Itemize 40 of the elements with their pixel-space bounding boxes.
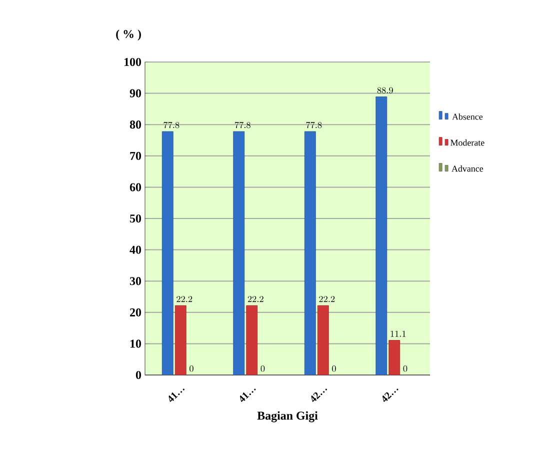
y-tick-label: 40 (130, 246, 142, 254)
bar (388, 340, 400, 375)
x-tick-label: 41… (168, 388, 184, 402)
bar (304, 131, 316, 375)
y-tick-label: 10 (130, 340, 142, 348)
bar (376, 96, 388, 375)
data-label: 77.8 (306, 122, 322, 128)
y-tick-label: 30 (130, 277, 142, 286)
data-label: 0 (260, 366, 265, 372)
y-tick-label: 20 (130, 308, 142, 316)
x-tick-label: 42… (311, 388, 327, 402)
data-label: 88.9 (377, 87, 393, 94)
y-tick-label: 50 (130, 214, 142, 223)
x-axis-title: Bagian Gigi (257, 411, 318, 422)
x-tick-label: 41… (240, 388, 256, 402)
bar (246, 305, 258, 375)
data-label: 0 (403, 366, 408, 372)
y-tick-label: 0 (136, 370, 142, 380)
bar (233, 131, 245, 375)
data-label: 0 (190, 366, 194, 372)
y-tick-label: 90 (130, 89, 142, 98)
data-label: 77.8 (234, 122, 250, 128)
data-label: 11 . 1 (390, 330, 406, 337)
y-tick-label: 60 (130, 183, 142, 192)
legend-label: Advance (452, 165, 484, 172)
y-tick-label: 80 (130, 120, 142, 129)
data-label: 22.2 (319, 296, 335, 302)
data-label: 0 (332, 366, 336, 372)
y-tick-label: 70 (130, 152, 142, 160)
y-tick-label: 100 (124, 58, 142, 66)
legend-label: Moderate (450, 139, 484, 146)
x-tick-label: 42… (382, 388, 398, 402)
bar (317, 305, 329, 375)
data-label: 77.8 (164, 122, 180, 128)
bar (174, 305, 186, 375)
data-label: 22.2 (248, 296, 264, 302)
data-label: 22.2 (176, 296, 192, 302)
legend-label: Absence (452, 113, 483, 120)
bar (162, 131, 174, 375)
y-axis-title: ( % ) (116, 30, 141, 40)
